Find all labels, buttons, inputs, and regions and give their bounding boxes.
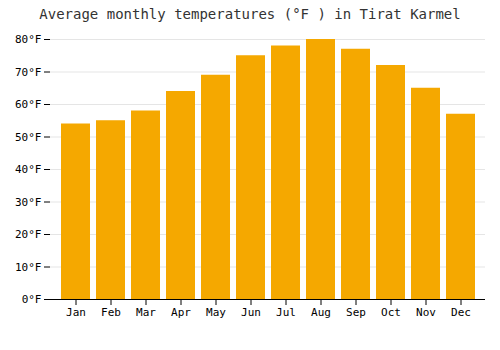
svg-text:Apr: Apr	[171, 306, 191, 319]
svg-text:0°F: 0°F	[22, 293, 42, 306]
svg-text:Jul: Jul	[276, 306, 296, 319]
svg-text:Feb: Feb	[101, 306, 121, 319]
svg-text:Jun: Jun	[241, 306, 261, 319]
svg-text:60°F: 60°F	[15, 98, 42, 111]
svg-text:10°F: 10°F	[15, 261, 42, 274]
svg-text:Mar: Mar	[136, 306, 156, 319]
svg-text:40°F: 40°F	[15, 163, 42, 176]
svg-text:30°F: 30°F	[15, 196, 42, 209]
svg-text:Sep: Sep	[346, 306, 366, 319]
svg-text:Dec: Dec	[451, 306, 471, 319]
svg-text:20°F: 20°F	[15, 228, 42, 241]
svg-text:70°F: 70°F	[15, 66, 42, 79]
svg-text:50°F: 50°F	[15, 131, 42, 144]
svg-text:Aug: Aug	[311, 306, 331, 319]
svg-text:May: May	[206, 306, 226, 319]
svg-text:Nov: Nov	[416, 306, 436, 319]
svg-text:Jan: Jan	[66, 306, 86, 319]
html-text:Average monthly temperatures (: Average monthly temperatures (°F ) in Ti…	[39, 6, 461, 22]
svg-text:Oct: Oct	[381, 306, 401, 319]
svg-text:80°F: 80°F	[15, 33, 42, 46]
